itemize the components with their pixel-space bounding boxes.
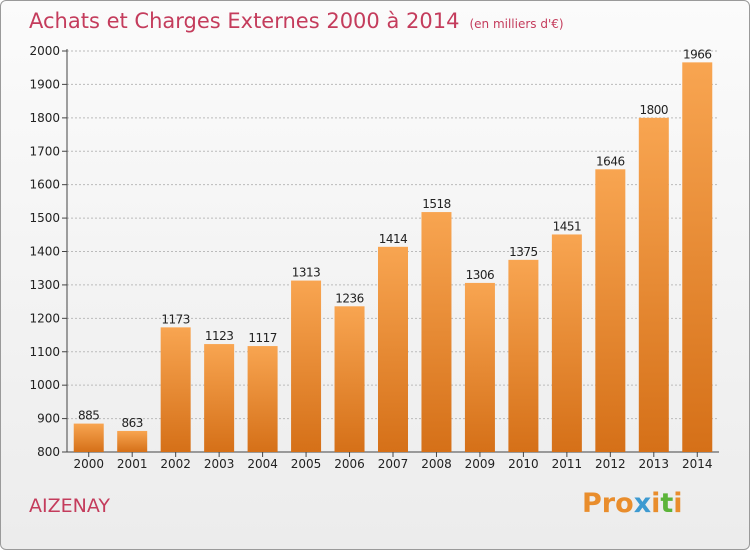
bar-value-label: 1123 [205,329,234,343]
bar-2003 [204,344,235,452]
bar-2009 [464,282,495,452]
x-tick-label: 2009 [465,457,496,471]
bar-value-label: 1966 [683,47,712,61]
bar-value-label: 885 [78,409,99,423]
bar-2012 [595,169,626,453]
x-tick-label: 2003 [204,457,235,471]
proxiti-logo: Proxiti [582,488,683,519]
y-tick-label: 1200 [29,311,60,325]
x-tick-label: 2000 [73,457,104,471]
y-tick-label: 1700 [29,144,60,158]
logo-letter: x [633,488,652,519]
bar-2005 [291,280,322,452]
y-tick-label: 1300 [29,278,60,292]
chart-title-text: Achats et Charges Externes 2000 à 2014 [29,9,460,33]
bar-value-label: 1414 [379,232,408,246]
bar-2014 [682,62,713,453]
x-tick-label: 2008 [421,457,452,471]
bar-value-label: 1518 [422,197,451,211]
bar-value-label: 1375 [509,245,538,259]
x-tick-label: 2005 [291,457,322,471]
bar-value-label: 1236 [335,291,364,305]
x-tick-label: 2013 [639,457,670,471]
y-tick-label: 900 [37,412,60,426]
x-tick-label: 2004 [247,457,278,471]
logo-letter: t [660,488,674,519]
bar-2006 [334,306,365,452]
y-tick-label: 800 [37,445,60,459]
bar-value-label: 1646 [596,154,625,168]
bar-value-label: 1800 [640,103,669,117]
y-tick-label: 1400 [29,245,60,259]
x-tick-label: 2010 [508,457,539,471]
bar-2007 [378,246,408,452]
bar-2001 [117,430,148,452]
x-tick-label: 2007 [378,457,409,471]
y-tick-label: 1900 [29,77,60,91]
y-tick-label: 1100 [29,345,60,359]
bar-value-label: 1117 [248,331,277,345]
x-tick-label: 2001 [117,457,148,471]
x-tick-label: 2011 [552,457,583,471]
y-tick-label: 1500 [29,211,60,225]
bar-2011 [551,234,582,452]
y-tick-label: 1600 [29,178,60,192]
bar-2010 [508,259,539,452]
x-tick-label: 2012 [595,457,626,471]
logo-letter: r [601,488,616,519]
labels: 800 900 1000 1100 1200 1300 1400 1500 1600 1700 18… [29,44,712,471]
commune-name: AIZENAY [29,495,110,517]
chart-title: Achats et Charges Externes 2000 à 2014 (e… [29,9,564,33]
y-tick-label: 1800 [29,111,60,125]
bar-value-label: 1313 [292,266,321,280]
bar-value-label: 1306 [466,268,495,282]
bar-value-label: 1173 [161,312,190,326]
bar-2008 [421,212,452,452]
logo-letter: i [673,488,683,519]
bar-2000 [73,423,104,452]
x-tick-label: 2014 [682,457,713,471]
logo-letter: P [582,488,602,519]
bar-value-label: 863 [121,416,142,430]
chart-unit: (en milliers d'€) [469,17,564,31]
x-tick-label: 2006 [334,457,365,471]
bar-2013 [638,117,669,452]
bar-2004 [247,346,278,452]
y-tick-label: 1000 [29,378,60,392]
bar-value-label: 1451 [553,219,582,233]
logo-letter: o [615,488,634,519]
logo-letter: i [651,488,661,519]
bar-2002 [160,327,191,452]
y-tick-label: 2000 [29,44,60,58]
x-tick-label: 2002 [160,457,191,471]
bars [73,62,713,453]
